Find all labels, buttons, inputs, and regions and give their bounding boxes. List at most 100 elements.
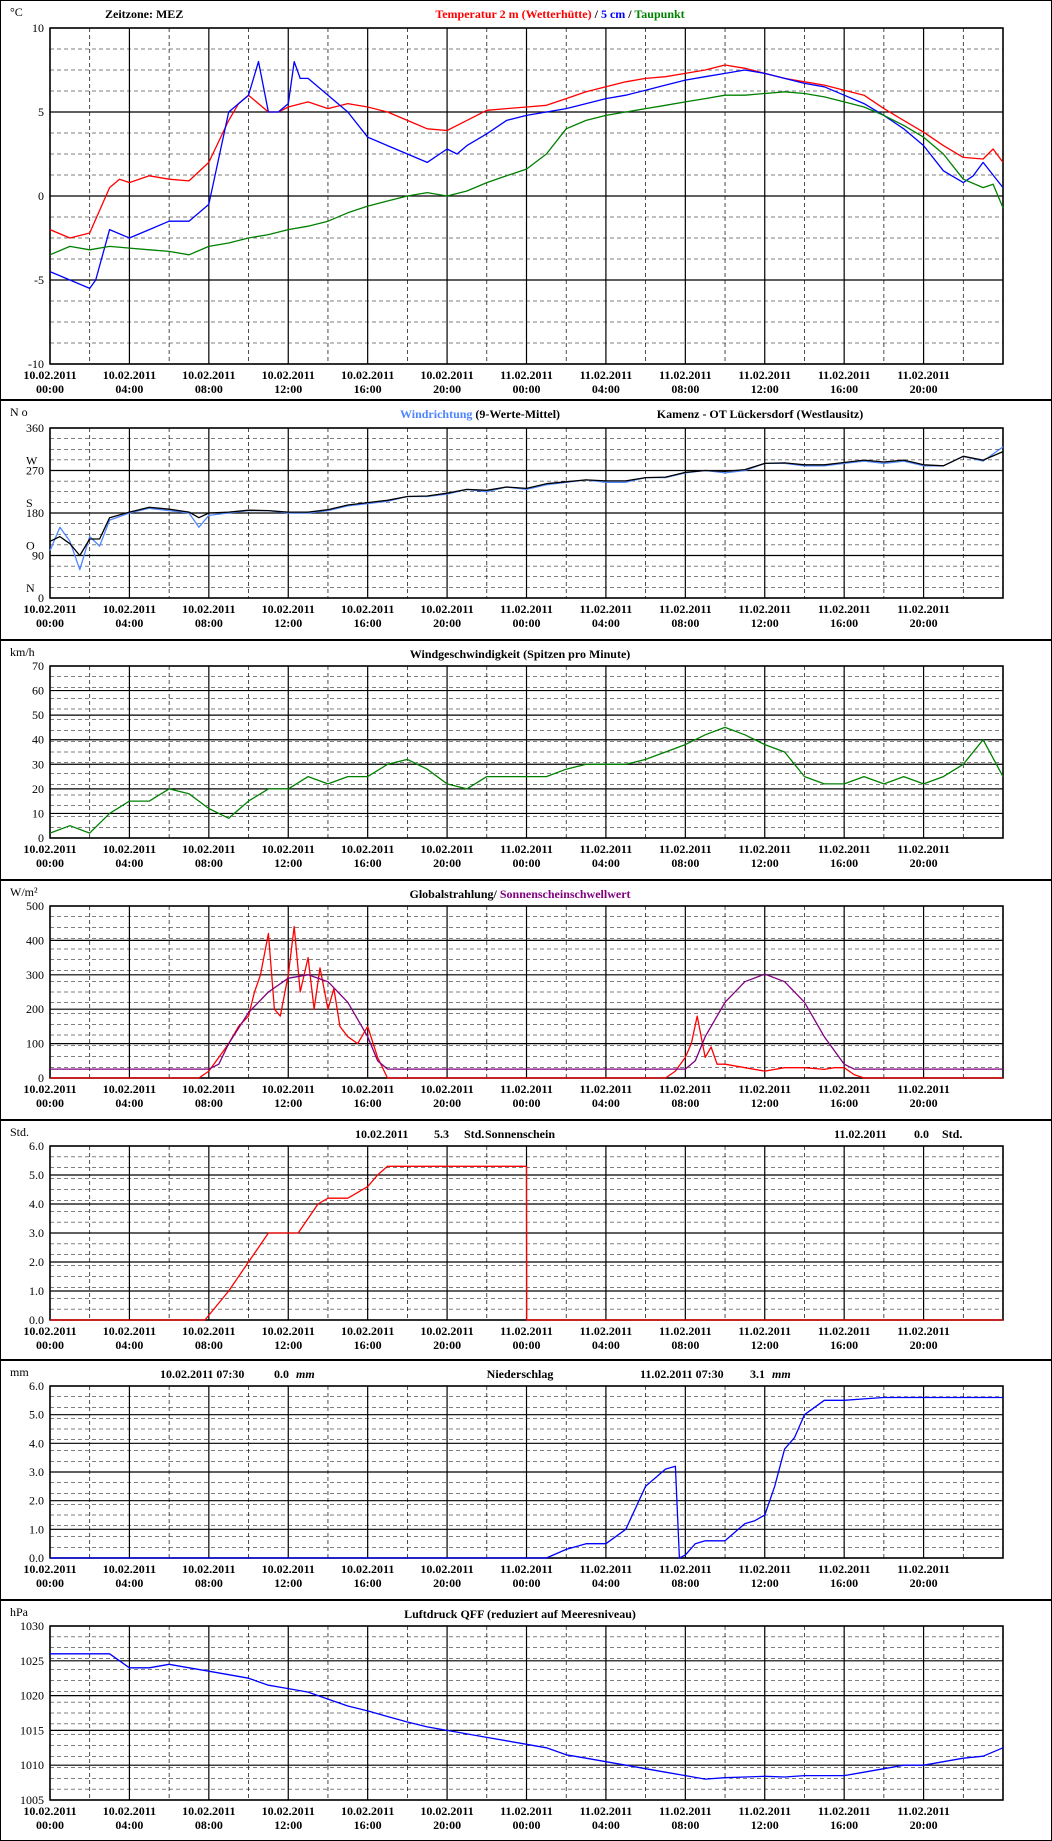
unit-label: W/m² xyxy=(10,885,38,899)
x-tick-date: 10.02.2011 xyxy=(341,602,394,616)
y-tick-label: 1015 xyxy=(20,1723,44,1737)
y-tick-label: 300 xyxy=(26,968,44,982)
x-tick-date: 11.02.2011 xyxy=(580,1804,633,1818)
panel-title: Globalstrahlung/ Sonnenscheinschwellwert xyxy=(409,887,630,901)
x-tick-time: 20:00 xyxy=(433,1096,461,1110)
y-tick-label: 70 xyxy=(32,659,44,673)
x-tick-date: 10.02.2011 xyxy=(262,1324,315,1338)
title-part: / xyxy=(592,7,601,21)
unit-label: hPa xyxy=(10,1605,29,1619)
x-tick-time: 08:00 xyxy=(671,1096,699,1110)
x-tick-time: 00:00 xyxy=(513,1096,541,1110)
x-tick-time: 08:00 xyxy=(195,616,223,630)
x-tick-time: 04:00 xyxy=(115,856,143,870)
x-tick-time: 16:00 xyxy=(354,1818,382,1832)
x-tick-date: 10.02.2011 xyxy=(341,368,394,382)
x-tick-date: 10.02.2011 xyxy=(23,602,76,616)
series-line-0 xyxy=(50,1165,1003,1321)
y-tick-label: 40 xyxy=(32,733,44,747)
x-tick-time: 08:00 xyxy=(671,1818,699,1832)
x-tick-date: 10.02.2011 xyxy=(182,1324,235,1338)
x-tick-time: 00:00 xyxy=(513,856,541,870)
y-tick-label: 500 xyxy=(26,899,44,913)
x-tick-time: 00:00 xyxy=(36,616,64,630)
y-tick-label: 1005 xyxy=(20,1793,44,1807)
y-tick-label: 60 xyxy=(32,684,44,698)
x-tick-time: 20:00 xyxy=(433,616,461,630)
summary-right-unit: mm xyxy=(772,1367,791,1381)
x-tick-date: 10.02.2011 xyxy=(420,1804,473,1818)
x-tick-time: 12:00 xyxy=(274,1096,302,1110)
series-line-0 xyxy=(50,1653,1004,1780)
x-tick-date: 10.02.2011 xyxy=(420,1562,473,1576)
x-tick-date: 10.02.2011 xyxy=(262,368,315,382)
summary-left-unit: Std. xyxy=(464,1127,484,1141)
x-tick-date: 11.02.2011 xyxy=(500,1082,553,1096)
y-tick-label: 4.0 xyxy=(29,1197,44,1211)
x-tick-time: 12:00 xyxy=(751,382,779,396)
y-tick-label: 360 xyxy=(26,421,44,435)
x-tick-time: 20:00 xyxy=(433,1818,461,1832)
x-tick-date: 10.02.2011 xyxy=(262,1082,315,1096)
y-tick-label: 1030 xyxy=(20,1619,44,1633)
x-tick-date: 11.02.2011 xyxy=(659,602,712,616)
x-tick-date: 10.02.2011 xyxy=(182,842,235,856)
panel-radiation: 500400300200100010.02.201100:0010.02.201… xyxy=(0,880,1052,1120)
x-tick-time: 12:00 xyxy=(274,856,302,870)
x-tick-date: 11.02.2011 xyxy=(897,368,950,382)
x-tick-date: 11.02.2011 xyxy=(818,842,871,856)
x-tick-time: 16:00 xyxy=(354,856,382,870)
x-tick-date: 11.02.2011 xyxy=(659,1082,712,1096)
x-tick-date: 11.02.2011 xyxy=(897,1562,950,1576)
x-tick-date: 11.02.2011 xyxy=(818,1804,871,1818)
x-tick-time: 08:00 xyxy=(671,1576,699,1590)
x-tick-date: 11.02.2011 xyxy=(738,1082,791,1096)
x-tick-time: 00:00 xyxy=(513,1338,541,1352)
x-tick-date: 10.02.2011 xyxy=(182,602,235,616)
x-tick-date: 10.02.2011 xyxy=(103,602,156,616)
x-tick-time: 20:00 xyxy=(433,856,461,870)
y-tick-label: 2.0 xyxy=(29,1255,44,1269)
y-tick-label: 1.0 xyxy=(29,1522,44,1536)
x-tick-date: 10.02.2011 xyxy=(420,1082,473,1096)
title-part: 5 cm xyxy=(601,7,625,21)
x-tick-time: 04:00 xyxy=(592,1096,620,1110)
y-tick-label: 270 xyxy=(26,464,44,478)
panel-title: Windrichtung (9-Werte-Mittel) xyxy=(400,407,560,421)
title-part: Niederschlag xyxy=(487,1367,554,1381)
panel-wind_direction: 36027018090010.02.201100:0010.02.201104:… xyxy=(0,400,1052,640)
y-tick-label: 1010 xyxy=(20,1758,44,1772)
x-tick-time: 20:00 xyxy=(910,856,938,870)
x-tick-date: 10.02.2011 xyxy=(341,1562,394,1576)
x-tick-time: 20:00 xyxy=(433,1338,461,1352)
y-tick-label: 20 xyxy=(32,782,44,796)
x-tick-time: 16:00 xyxy=(830,1338,858,1352)
x-tick-date: 10.02.2011 xyxy=(420,602,473,616)
x-tick-date: 11.02.2011 xyxy=(738,602,791,616)
x-tick-time: 00:00 xyxy=(36,1096,64,1110)
x-tick-date: 11.02.2011 xyxy=(580,1324,633,1338)
y-tick-label: 0 xyxy=(38,189,44,203)
y-tick-label: 10 xyxy=(32,21,44,35)
series-line-0 xyxy=(50,925,1003,1079)
x-tick-date: 10.02.2011 xyxy=(341,1082,394,1096)
x-tick-time: 16:00 xyxy=(354,382,382,396)
panel-wind_speed: 70605040302010010.02.201100:0010.02.2011… xyxy=(0,640,1052,880)
x-tick-time: 04:00 xyxy=(115,1096,143,1110)
x-tick-time: 08:00 xyxy=(671,856,699,870)
x-tick-time: 08:00 xyxy=(195,1818,223,1832)
summary-left-value: 0.0 xyxy=(274,1367,289,1381)
x-tick-date: 10.02.2011 xyxy=(103,1324,156,1338)
x-tick-time: 12:00 xyxy=(751,1818,779,1832)
title-part: Windgeschwindigkeit (Spitzen pro Minute) xyxy=(410,647,631,661)
x-tick-date: 11.02.2011 xyxy=(500,842,553,856)
title-part: Temperatur 2 m (Wetterhütte) xyxy=(435,7,591,21)
x-tick-time: 00:00 xyxy=(513,382,541,396)
x-tick-date: 11.02.2011 xyxy=(818,1082,871,1096)
x-tick-time: 00:00 xyxy=(36,382,64,396)
y-tick-label: 4.0 xyxy=(29,1436,44,1450)
unit-label: mm xyxy=(10,1365,29,1379)
x-tick-date: 10.02.2011 xyxy=(182,1082,235,1096)
x-tick-date: 10.02.2011 xyxy=(23,1562,76,1576)
series-line-1 xyxy=(49,451,1004,557)
